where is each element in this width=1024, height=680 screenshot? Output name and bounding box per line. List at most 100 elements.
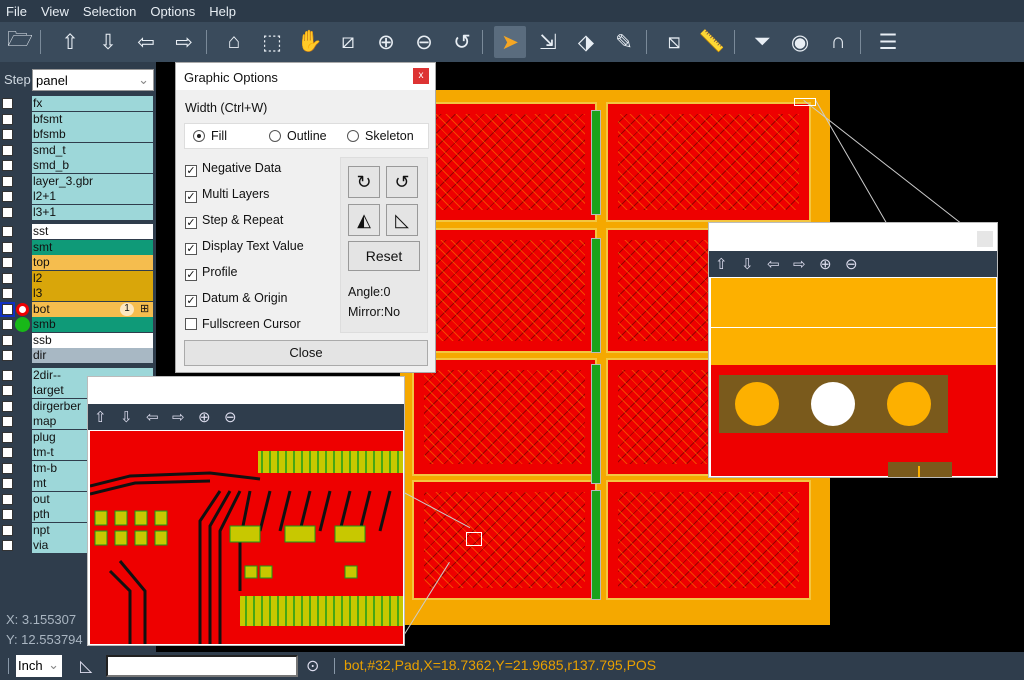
- layer-name[interactable]: l3+1: [32, 204, 153, 220]
- option-checkbox[interactable]: ✓ Multi Layers: [185, 187, 270, 203]
- layer-checkbox[interactable]: [2, 226, 13, 237]
- zoom-window-left[interactable]: ⇧ ⇩ ⇦ ⇨ ⊕ ⊖: [87, 376, 405, 646]
- import-up-icon[interactable]: ⇧: [61, 30, 79, 54]
- layer-checkbox[interactable]: [2, 319, 13, 330]
- layer-row[interactable]: smd_b: [0, 158, 156, 173]
- mirror-vertical-icon[interactable]: ◺: [386, 204, 418, 236]
- import-left-icon[interactable]: ⇦: [146, 409, 159, 426]
- pan-hand-icon[interactable]: ✋: [296, 30, 324, 53]
- mirror-horizontal-icon[interactable]: ◭: [348, 204, 380, 236]
- menu-selection[interactable]: Selection: [82, 3, 137, 19]
- layer-row[interactable]: dir: [0, 348, 156, 363]
- rotate-cw-icon[interactable]: ↻: [348, 166, 380, 198]
- layer-row[interactable]: l3: [0, 286, 156, 301]
- import-right-icon[interactable]: ⇨: [793, 256, 806, 273]
- grid-icon[interactable]: ⊞: [140, 302, 150, 315]
- unit-select[interactable]: Inch ⌄: [16, 655, 62, 677]
- layer-checkbox[interactable]: [2, 493, 13, 505]
- layer-checkbox[interactable]: [2, 385, 13, 396]
- import-up-icon[interactable]: ⇧: [94, 409, 107, 426]
- layer-name[interactable]: smd_b: [32, 158, 153, 173]
- layer-checkbox[interactable]: [2, 257, 13, 268]
- layer-row[interactable]: l2+1: [0, 189, 156, 204]
- angle-icon[interactable]: ◺: [80, 658, 93, 675]
- layer-checkbox[interactable]: [2, 175, 13, 187]
- layer-checkbox[interactable]: [2, 160, 13, 171]
- layer-checkbox[interactable]: [2, 416, 13, 427]
- layer-checkbox[interactable]: [2, 540, 13, 551]
- move-icon[interactable]: ⇲: [539, 30, 557, 54]
- layer-name[interactable]: top: [32, 255, 153, 270]
- option-checkbox[interactable]: ✓ Step & Repeat: [185, 213, 284, 229]
- layer-row[interactable]: smd_t: [0, 142, 156, 158]
- radio-skeleton[interactable]: Skeleton: [347, 129, 414, 143]
- zoom-out-icon[interactable]: ⊖: [224, 409, 237, 426]
- layer-row[interactable]: l2: [0, 270, 156, 286]
- layer-row[interactable]: top: [0, 255, 156, 270]
- layer-row[interactable]: bot 1 ⊞: [0, 301, 156, 317]
- zoom-out-icon[interactable]: ⊖: [845, 256, 858, 273]
- view-eye-icon[interactable]: ◉: [790, 30, 810, 54]
- option-checkbox[interactable]: ✓ Datum & Origin: [185, 291, 288, 307]
- reset-button[interactable]: Reset: [348, 241, 420, 271]
- close-button[interactable]: Close: [184, 340, 428, 366]
- layer-name[interactable]: sst: [32, 224, 153, 239]
- layer-name[interactable]: smd_t: [32, 142, 153, 158]
- import-down-icon[interactable]: ⇩: [741, 256, 754, 273]
- confirm-icon[interactable]: ⊙: [306, 658, 320, 675]
- layer-name[interactable]: ssb: [32, 332, 153, 348]
- layer-checkbox[interactable]: [2, 400, 13, 412]
- radio-fill[interactable]: Fill: [193, 129, 227, 143]
- layer-row[interactable]: sst: [0, 224, 156, 239]
- layer-name[interactable]: l2+1: [32, 189, 153, 204]
- layer-checkbox[interactable]: [2, 272, 13, 284]
- layer-checkbox[interactable]: [2, 144, 13, 156]
- option-checkbox[interactable]: Fullscreen Cursor: [185, 317, 301, 331]
- zoom-window-close-button[interactable]: [977, 231, 993, 247]
- radio-outline[interactable]: Outline: [269, 129, 327, 143]
- layer-checkbox[interactable]: [2, 350, 13, 361]
- layer-name[interactable]: bot: [32, 301, 153, 317]
- magnet-icon[interactable]: ∩: [830, 30, 846, 53]
- ruler-edit-icon[interactable]: ✎: [615, 30, 633, 54]
- dialog-close-x-button[interactable]: x: [413, 68, 429, 84]
- layer-checkbox[interactable]: [2, 431, 13, 443]
- zoom-previous-icon[interactable]: ↺: [453, 30, 471, 54]
- list-icon[interactable]: ☰: [878, 30, 898, 54]
- measure-icon[interactable]: ⧄: [341, 30, 355, 53]
- option-checkbox[interactable]: ✓ Display Text Value: [185, 239, 304, 255]
- filter-icon[interactable]: ⏷: [753, 30, 771, 53]
- layer-row[interactable]: bfsmb: [0, 127, 156, 142]
- import-down-icon[interactable]: ⇩: [120, 409, 133, 426]
- select-cursor-icon[interactable]: ➤: [494, 26, 526, 58]
- layer-checkbox[interactable]: [2, 191, 13, 202]
- layer-checkbox[interactable]: [2, 462, 13, 474]
- menu-file[interactable]: File: [6, 3, 27, 19]
- zoom-in-icon[interactable]: ⊕: [819, 256, 832, 273]
- layer-row[interactable]: smb: [0, 317, 156, 332]
- open-folder-icon[interactable]: 🗁: [6, 27, 34, 51]
- zoom-in-icon[interactable]: ⊕: [377, 30, 395, 54]
- option-checkbox[interactable]: ✓ Profile: [185, 265, 238, 281]
- zoom-window-right[interactable]: ⇧ ⇩ ⇦ ⇨ ⊕ ⊖: [708, 222, 998, 478]
- layer-checkbox[interactable]: [2, 369, 13, 381]
- layer-checkbox[interactable]: [2, 447, 13, 458]
- layer-name[interactable]: dir: [32, 348, 153, 363]
- layer-row[interactable]: ssb: [0, 332, 156, 348]
- zoom-out-icon[interactable]: ⊖: [415, 30, 433, 54]
- import-left-icon[interactable]: ⇦: [137, 30, 155, 54]
- layer-checkbox[interactable]: [2, 98, 13, 109]
- layer-name[interactable]: bfsmb: [32, 127, 153, 142]
- rotate-ccw-icon[interactable]: ↺: [386, 166, 418, 198]
- menu-help[interactable]: Help: [209, 3, 236, 19]
- zoom-in-icon[interactable]: ⊕: [198, 409, 211, 426]
- layer-name[interactable]: l2: [32, 270, 153, 286]
- layer-row[interactable]: smt: [0, 239, 156, 255]
- crop-icon[interactable]: ⧅: [667, 30, 681, 53]
- layer-checkbox[interactable]: [2, 478, 13, 489]
- import-left-icon[interactable]: ⇦: [767, 256, 780, 273]
- menu-options[interactable]: Options: [150, 3, 196, 19]
- layer-checkbox[interactable]: [0, 301, 15, 317]
- zoom-area-icon[interactable]: ⬚: [262, 30, 282, 54]
- layer-name[interactable]: layer_3.gbr: [32, 173, 153, 189]
